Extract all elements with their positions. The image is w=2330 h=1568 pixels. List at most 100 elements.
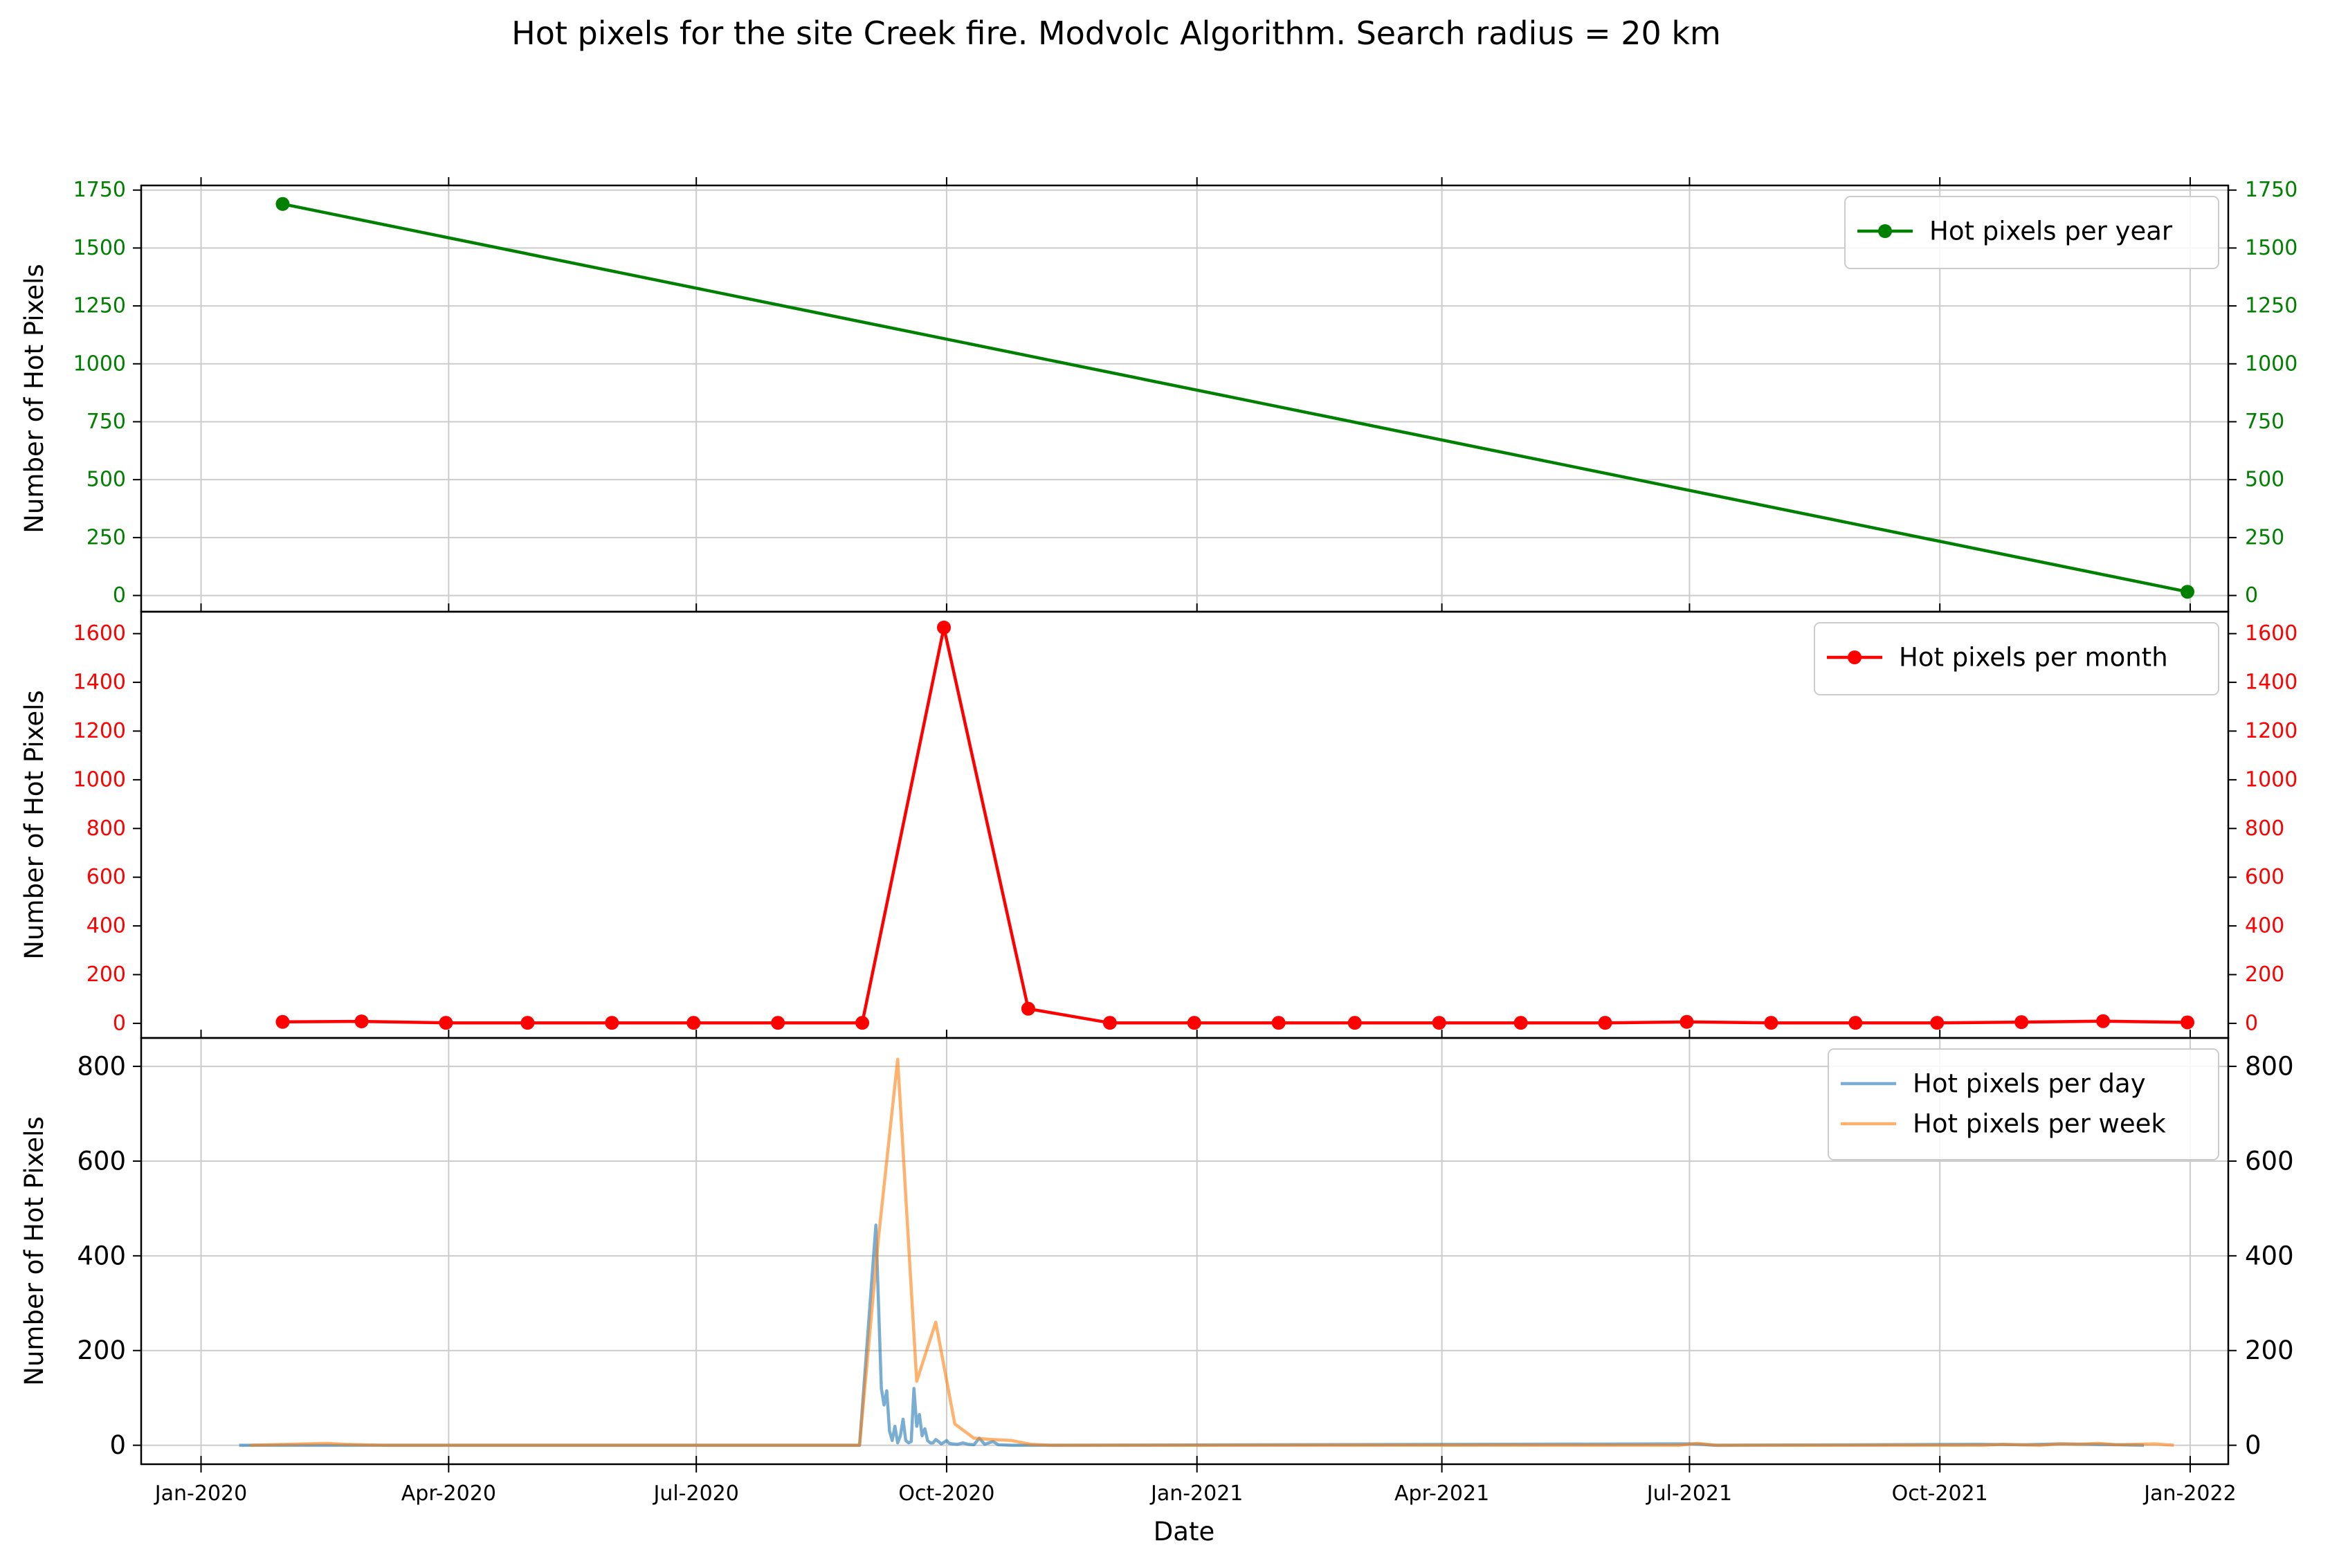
legend: Hot pixels per day Hot pixels per week bbox=[1828, 1048, 2219, 1160]
data-point bbox=[1271, 1016, 1286, 1030]
y-tick-label-right: 1750 bbox=[2245, 178, 2297, 202]
data-point bbox=[439, 1016, 453, 1030]
data-point bbox=[1598, 1016, 1612, 1030]
y-tick-label: 200 bbox=[77, 1335, 126, 1365]
y-tick-label: 400 bbox=[87, 914, 126, 938]
y-tick-label: 0 bbox=[113, 583, 126, 608]
x-tick-label: Jul-2021 bbox=[1646, 1482, 1732, 1506]
data-point bbox=[520, 1016, 535, 1030]
chart-panel: 0 0 200 200 400 400 600 600 800 800 Jan-2020 Apr-20… bbox=[19, 1037, 2294, 1506]
y-tick-label: 0 bbox=[109, 1430, 126, 1460]
y-tick-label-right: 1000 bbox=[2245, 767, 2297, 792]
legend-label: Hot pixels per month bbox=[1899, 643, 2168, 673]
y-tick-label-right: 1500 bbox=[2245, 236, 2297, 260]
y-axis-label: Number of Hot Pixels bbox=[19, 690, 49, 959]
y-tick-label: 800 bbox=[87, 817, 126, 841]
y-tick-label: 600 bbox=[77, 1146, 126, 1176]
chart-panel: 0 0 250 250 500 500 750 750 1000 1000 1250 1250 1500… bbox=[19, 177, 2297, 613]
y-tick-label-right: 500 bbox=[2245, 468, 2284, 492]
y-tick-label-right: 1600 bbox=[2245, 621, 2297, 646]
y-tick-label-right: 800 bbox=[2245, 1052, 2294, 1082]
data-point bbox=[1513, 1016, 1528, 1030]
legend: Hot pixels per year bbox=[1844, 196, 2219, 269]
y-tick-label: 1750 bbox=[73, 178, 126, 202]
data-point bbox=[1680, 1014, 1694, 1029]
y-tick-label: 1200 bbox=[73, 719, 126, 743]
y-tick-label: 750 bbox=[87, 410, 126, 434]
x-axis-label: Date bbox=[1154, 1517, 1214, 1547]
y-tick-label: 200 bbox=[87, 963, 126, 987]
y-tick-label-right: 200 bbox=[2245, 1335, 2294, 1365]
legend-marker bbox=[1848, 650, 1862, 664]
y-tick-label: 1400 bbox=[73, 671, 126, 695]
data-point bbox=[605, 1016, 619, 1030]
series-line bbox=[239, 1223, 2145, 1447]
y-tick-label-right: 1000 bbox=[2245, 352, 2297, 376]
data-point bbox=[2181, 1015, 2195, 1030]
x-tick-label: Jan-2022 bbox=[2142, 1482, 2236, 1506]
legend-label: Hot pixels per week bbox=[1913, 1109, 2166, 1139]
data-point bbox=[686, 1016, 701, 1030]
data-point bbox=[1764, 1016, 1778, 1030]
y-tick-label: 250 bbox=[87, 525, 126, 549]
y-tick-label-right: 600 bbox=[2245, 1146, 2294, 1176]
data-point bbox=[1930, 1016, 1945, 1030]
y-tick-label-right: 1400 bbox=[2245, 671, 2297, 695]
y-axis-label: Number of Hot Pixels bbox=[19, 1116, 49, 1385]
x-tick-label: Oct-2021 bbox=[1892, 1482, 1988, 1506]
x-tick-label: Apr-2020 bbox=[401, 1482, 496, 1506]
legend-frame bbox=[1828, 1048, 2219, 1160]
data-point bbox=[855, 1016, 870, 1030]
y-tick-label: 1000 bbox=[73, 352, 126, 376]
chart-panels: 0 0 250 250 500 500 750 750 1000 1000 1250 1250 1500… bbox=[19, 177, 2297, 1506]
y-tick-label: 500 bbox=[87, 468, 126, 492]
legend-marker bbox=[1878, 224, 1892, 238]
x-tick-label: Oct-2020 bbox=[898, 1482, 994, 1506]
chart-title: Hot pixels for the site Creek fire. Modv… bbox=[511, 15, 1721, 52]
legend-label: Hot pixels per year bbox=[1929, 217, 2173, 246]
y-tick-label-right: 400 bbox=[2245, 1241, 2294, 1270]
y-tick-label-right: 0 bbox=[2245, 1011, 2258, 1035]
y-tick-label: 1250 bbox=[73, 294, 126, 318]
y-tick-label: 400 bbox=[77, 1241, 126, 1270]
data-point bbox=[2181, 585, 2195, 599]
y-tick-label-right: 750 bbox=[2245, 410, 2284, 434]
y-tick-label-right: 0 bbox=[2245, 1430, 2261, 1460]
y-tick-label-right: 600 bbox=[2245, 865, 2284, 889]
y-tick-label-right: 1200 bbox=[2245, 719, 2297, 743]
data-point bbox=[1432, 1016, 1446, 1030]
data-point bbox=[771, 1016, 785, 1030]
x-tick-label: Apr-2021 bbox=[1394, 1482, 1489, 1506]
y-tick-label-right: 250 bbox=[2245, 525, 2284, 549]
legend: Hot pixels per month bbox=[1814, 622, 2219, 695]
legend-label: Hot pixels per day bbox=[1913, 1069, 2146, 1099]
data-point bbox=[1021, 1001, 1035, 1016]
data-point bbox=[275, 197, 290, 211]
data-point bbox=[1187, 1016, 1201, 1030]
legend-frame bbox=[1844, 196, 2219, 269]
y-tick-label-right: 0 bbox=[2245, 583, 2258, 608]
legend-frame bbox=[1814, 622, 2219, 695]
data-point bbox=[1102, 1016, 1117, 1030]
data-point bbox=[354, 1014, 369, 1029]
data-point bbox=[1848, 1016, 1863, 1030]
y-tick-label: 0 bbox=[113, 1011, 126, 1035]
y-tick-label: 1600 bbox=[73, 621, 126, 646]
y-tick-label-right: 400 bbox=[2245, 914, 2284, 938]
chart-panel: 0 0 200 200 400 400 600 600 800 800 1000 1000 1200 12… bbox=[19, 610, 2297, 1039]
x-tick-label: Jan-2021 bbox=[1149, 1482, 1243, 1506]
x-tick-label: Jan-2020 bbox=[154, 1482, 247, 1506]
y-axis-label: Number of Hot Pixels bbox=[19, 264, 49, 533]
data-point bbox=[937, 620, 951, 635]
data-point bbox=[2096, 1014, 2111, 1028]
x-tick-label: Jul-2020 bbox=[652, 1482, 738, 1506]
data-point bbox=[1347, 1016, 1362, 1030]
y-tick-label-right: 1250 bbox=[2245, 294, 2297, 318]
plot-frame bbox=[140, 1037, 2230, 1466]
y-tick-label: 1000 bbox=[73, 767, 126, 792]
series-line bbox=[282, 626, 2188, 1025]
y-tick-label: 1500 bbox=[73, 236, 126, 260]
data-point bbox=[275, 1014, 290, 1029]
y-tick-label: 600 bbox=[87, 865, 126, 889]
